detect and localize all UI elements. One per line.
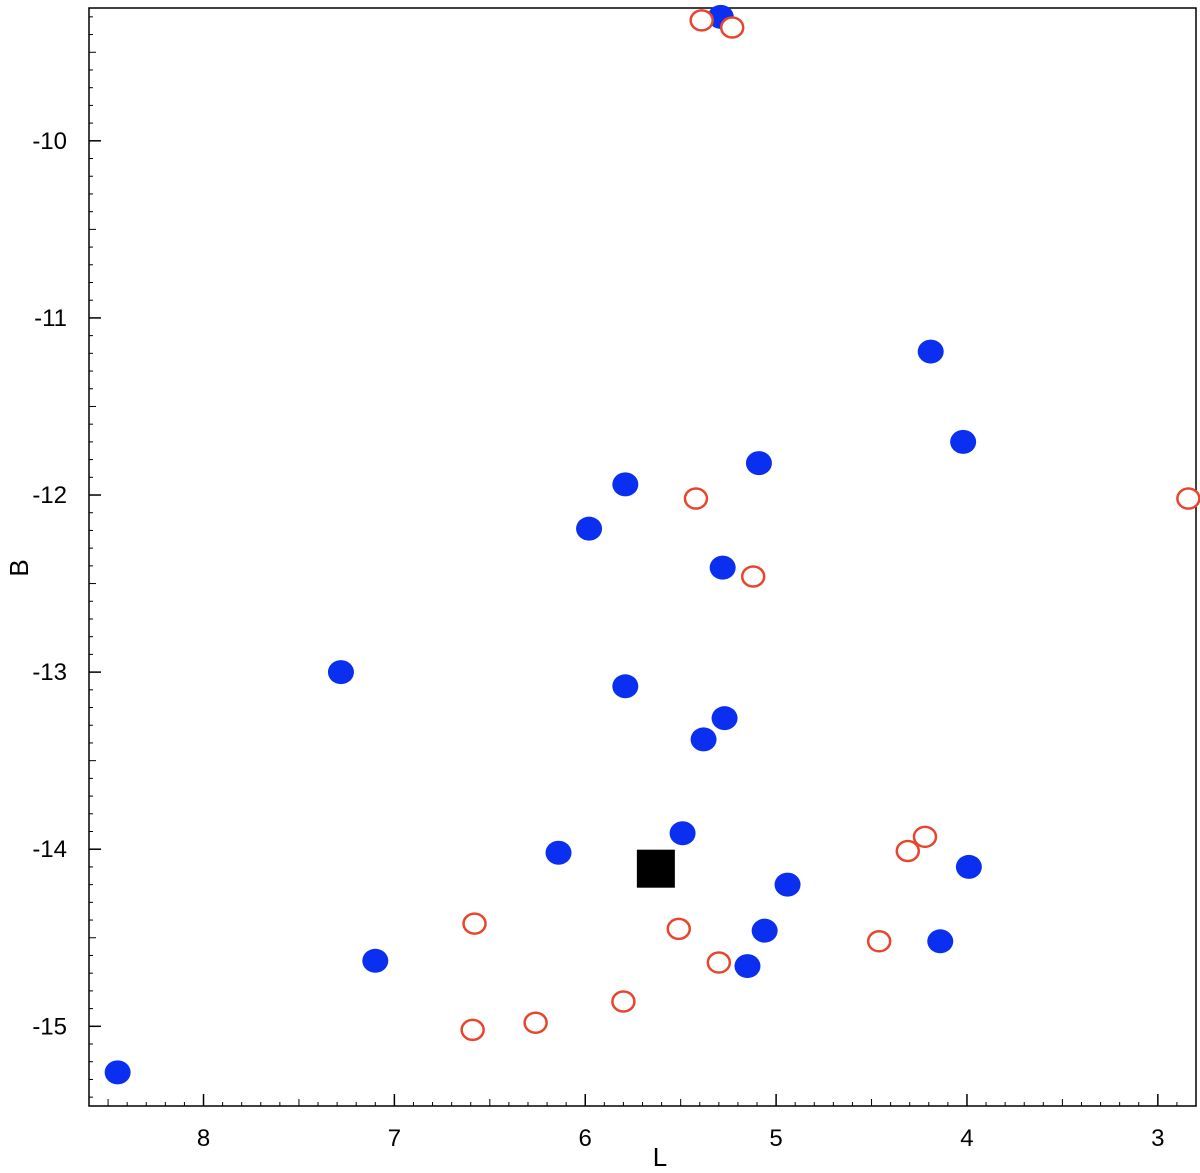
filled-point xyxy=(690,727,717,752)
filled-point xyxy=(327,660,354,685)
filled-point xyxy=(709,555,736,580)
filled-point xyxy=(955,854,982,879)
x-tick-label: 8 xyxy=(197,1125,210,1152)
major-ticks xyxy=(89,140,1159,1106)
y-axis-title: B xyxy=(4,559,34,576)
filled-point xyxy=(751,918,778,943)
open-point xyxy=(689,9,714,32)
filled-point xyxy=(576,516,603,541)
y-tick-label: -13 xyxy=(32,659,67,686)
minor-ticks xyxy=(88,16,1197,1106)
filled-point xyxy=(734,954,761,979)
x-tick-label: 6 xyxy=(579,1125,592,1152)
filled-point xyxy=(927,929,954,954)
open-point xyxy=(462,912,487,935)
x-tick-label: 4 xyxy=(960,1125,973,1152)
open-point xyxy=(1176,487,1200,510)
filled-point xyxy=(669,821,696,846)
plot-frame xyxy=(88,7,1197,1107)
open-point xyxy=(523,1011,548,1035)
x-tick-label: 3 xyxy=(1151,1125,1164,1152)
filled-point xyxy=(362,948,389,973)
open-point xyxy=(706,951,732,974)
y-tick-label: -12 xyxy=(32,482,67,509)
y-tick-label: -11 xyxy=(34,305,67,332)
data-points xyxy=(104,4,1200,1085)
y-tick-label: -14 xyxy=(32,836,67,863)
x-axis-title: L xyxy=(653,1142,667,1172)
filled-point xyxy=(745,451,772,476)
filled-point xyxy=(711,706,738,731)
open-point xyxy=(895,839,921,863)
open-point xyxy=(740,565,766,588)
open-point xyxy=(666,917,692,941)
filled-point xyxy=(917,339,944,364)
open-point xyxy=(912,825,938,849)
filled-point xyxy=(612,472,639,497)
y-tick-label: -10 xyxy=(32,128,67,155)
y-tick-label: -15 xyxy=(32,1013,67,1040)
tick-labels: 8 7 6 5 4 3 -10 -11 -12 -13 -14 -15 xyxy=(32,128,1164,1152)
open-point xyxy=(866,930,892,953)
filled-point xyxy=(612,674,639,699)
x-tick-label: 7 xyxy=(388,1125,401,1152)
open-point xyxy=(683,487,709,510)
open-point xyxy=(719,16,745,39)
open-point xyxy=(611,990,636,1013)
filled-point xyxy=(104,1060,131,1085)
filled-point xyxy=(545,840,572,865)
filled-point xyxy=(774,872,801,897)
square-point xyxy=(636,849,675,888)
open-point xyxy=(460,1018,485,1042)
filled-point xyxy=(950,429,977,454)
x-tick-label: 5 xyxy=(769,1125,782,1152)
